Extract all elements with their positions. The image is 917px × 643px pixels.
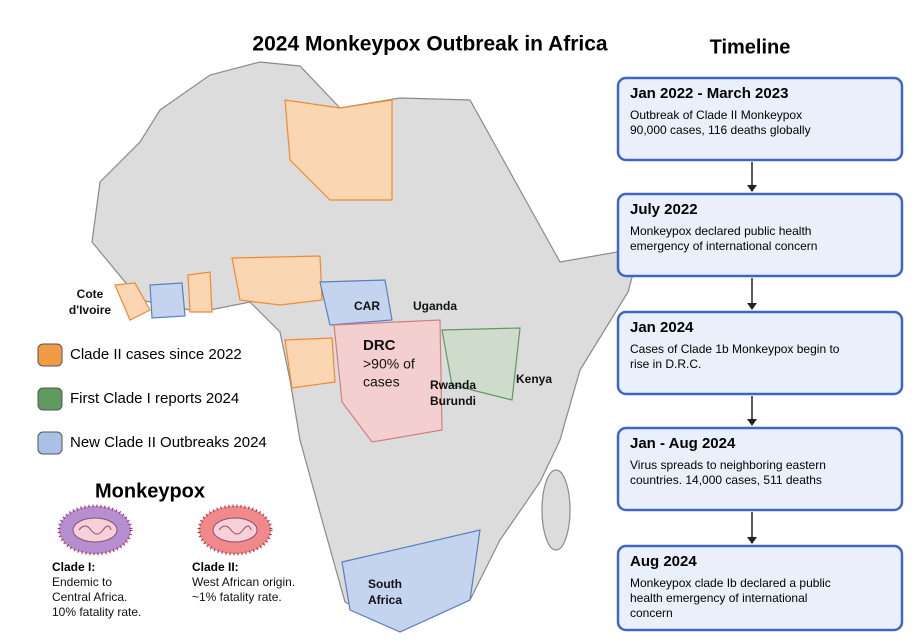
legend-swatch xyxy=(37,431,63,455)
south-africa xyxy=(341,529,481,633)
map-label: DRC xyxy=(363,337,396,354)
legend-label: Clade II cases since 2022 xyxy=(70,346,242,363)
map-label: >90% of xyxy=(363,356,415,372)
legend-label: First Clade I reports 2024 xyxy=(70,390,239,407)
timeline-date: Jan 2022 - March 2023 xyxy=(630,85,788,102)
timeline-text: rise in D.R.C. xyxy=(630,357,701,371)
timeline-date: Aug 2024 xyxy=(630,553,697,570)
timeline-box xyxy=(616,310,904,396)
clade-desc: ~1% fatality rate. xyxy=(192,590,282,604)
arrow-head xyxy=(747,303,757,310)
map-labels: Cote d'Ivoire CAR Uganda DRC >90% of cas… xyxy=(69,287,552,607)
timeline-box xyxy=(616,76,904,162)
timeline-box xyxy=(616,192,904,278)
timeline-text: Monkeypox declared public health xyxy=(630,224,811,238)
virus-core xyxy=(212,517,258,543)
map-label: Cote xyxy=(77,287,104,301)
map xyxy=(91,61,641,633)
map-label: CAR xyxy=(354,299,380,313)
map-label: Rwanda xyxy=(430,378,476,392)
virus-dna xyxy=(78,525,112,535)
east-africa xyxy=(441,327,521,401)
arrow-head xyxy=(747,537,757,544)
arrow-head xyxy=(747,419,757,426)
clade-desc: Endemic to xyxy=(52,575,112,589)
car xyxy=(319,279,393,326)
congo xyxy=(284,337,336,389)
timeline-text: Outbreak of Clade II Monkeypox xyxy=(630,108,802,122)
arrow-head xyxy=(747,185,757,192)
map-label: Uganda xyxy=(413,299,457,313)
map-label: Kenya xyxy=(516,372,552,386)
timeline-date: July 2022 xyxy=(630,201,698,218)
legend-swatch xyxy=(37,343,63,367)
timeline-text: health emergency of international xyxy=(630,591,807,605)
title: 2024 Monkeypox Outbreak in Africa xyxy=(252,33,607,56)
timeline-box xyxy=(616,426,904,512)
clade-desc: West African origin. xyxy=(192,575,295,589)
timeline-text: Cases of Clade 1b Monkeypox begin to xyxy=(630,342,840,356)
map-label: Africa xyxy=(368,593,402,607)
virus-core xyxy=(72,517,118,543)
map-label: South xyxy=(368,577,402,591)
timeline-date: Jan - Aug 2024 xyxy=(630,435,736,452)
map-label: d'Ivoire xyxy=(69,303,112,317)
cote-divoire xyxy=(149,282,186,319)
libya xyxy=(284,99,393,201)
nigeria xyxy=(231,255,323,306)
map-label: cases xyxy=(363,374,400,390)
clade-name: Clade II: xyxy=(192,560,239,574)
timeline-text: Monkeypox clade Ib declared a public xyxy=(630,576,831,590)
clade-name: Clade I: xyxy=(52,560,95,574)
timeline-text: countries. 14,000 cases, 511 deaths xyxy=(630,473,822,487)
timeline-text: emergency of international concern xyxy=(630,239,817,253)
clade-desc: Central Africa. xyxy=(52,590,127,604)
legend-swatch xyxy=(37,387,63,411)
timeline-text: 90,000 cases, 116 deaths globally xyxy=(630,123,811,137)
virus-dna xyxy=(218,525,252,535)
timeline-date: Jan 2024 xyxy=(630,319,694,336)
timeline-box xyxy=(616,544,904,632)
map-label: Burundi xyxy=(430,394,476,408)
liberia xyxy=(114,282,151,321)
legend-label: New Clade II Outbreaks 2024 xyxy=(70,434,267,451)
madagascar xyxy=(541,469,571,551)
timeline-text: concern xyxy=(630,606,673,620)
ghana xyxy=(187,271,213,313)
timeline-text: Virus spreads to neighboring eastern xyxy=(630,458,826,472)
clade-desc: 10% fatality rate. xyxy=(52,605,141,619)
timeline-title: Timeline xyxy=(710,36,791,58)
drc xyxy=(333,319,443,443)
virus-title: Monkeypox xyxy=(95,480,205,502)
